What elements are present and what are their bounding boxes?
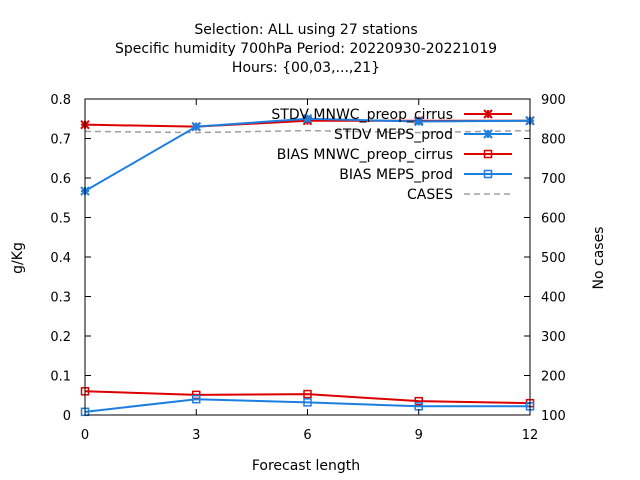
y-tick-label: 0.7 [50,133,71,148]
chart-title-line: Specific humidity 700hPa Period: 2022093… [115,41,497,57]
series-point-marker [302,114,313,124]
legend-entry-label: CASES [407,187,453,203]
y2-tick-label: 700 [541,172,566,187]
y-tick-label: 0.3 [50,291,71,306]
y2-tick-label: 500 [541,251,566,266]
series-point-marker [414,116,424,127]
series-line [84,398,530,413]
series-point-marker [191,121,201,132]
y-tick-label: 0.5 [50,212,71,227]
y2-tick-label: 200 [541,370,566,385]
legend-entry-label: STDV MNWC_preop_cirrus [271,107,453,123]
x-tick-label: 9 [415,428,423,443]
y2-tick-label: 100 [541,409,566,424]
legend-entry-label: STDV MEPS_prod [334,127,453,143]
series-point-marker [483,149,493,159]
legend-entry-label: BIAS MNWC_preop_cirrus [277,147,453,163]
series-line [84,390,531,405]
series-layer [80,114,535,417]
y-tick-label: 0.6 [50,172,71,187]
x-tick-label: 12 [522,428,539,443]
x-axis-label: Forecast length [252,458,360,474]
y-tick-label: 0 [63,409,71,424]
legend: STDV MNWC_preop_cirrus STDV MEPS_prod BIAS… [271,107,512,203]
y-tick-label: 0.4 [50,251,71,266]
series-point-marker [303,398,312,407]
x-tick-label: 0 [81,428,89,443]
y2-tick-label: 900 [541,93,566,108]
series-point-marker [483,169,493,179]
y2-tick-label: 600 [541,212,566,227]
chart-title: Selection: ALL using 27 stations Specific… [115,22,497,76]
chart-title-line: Selection: ALL using 27 stations [194,22,417,38]
y2-axis-label: No cases [591,227,607,290]
series-point-marker [303,389,312,399]
axis-ticks: 0 0.1 0.2 0.3 0.4 0.5 0.6 0.7 0.8 100 200 300 400 500… [50,93,566,443]
series-line [84,129,531,134]
y-tick-label: 0.1 [50,370,71,385]
series-point-marker [483,109,493,119]
series-4 [84,129,531,134]
series-point-marker [483,129,493,139]
y-tick-label: 0.8 [50,93,71,108]
y2-tick-label: 300 [541,330,566,345]
y2-tick-label: 800 [541,133,566,148]
y-axis-label: g/Kg [10,242,26,274]
series-point-marker [192,394,201,404]
y2-tick-label: 400 [541,291,566,306]
y-tick-label: 0.2 [50,330,71,345]
series-point-marker [414,396,423,406]
chart-title-line: Hours: {00,03,...,21} [232,60,380,76]
x-tick-label: 3 [192,428,200,443]
x-tick-label: 6 [303,428,311,443]
legend-entry-label: BIAS MEPS_prod [339,167,453,183]
